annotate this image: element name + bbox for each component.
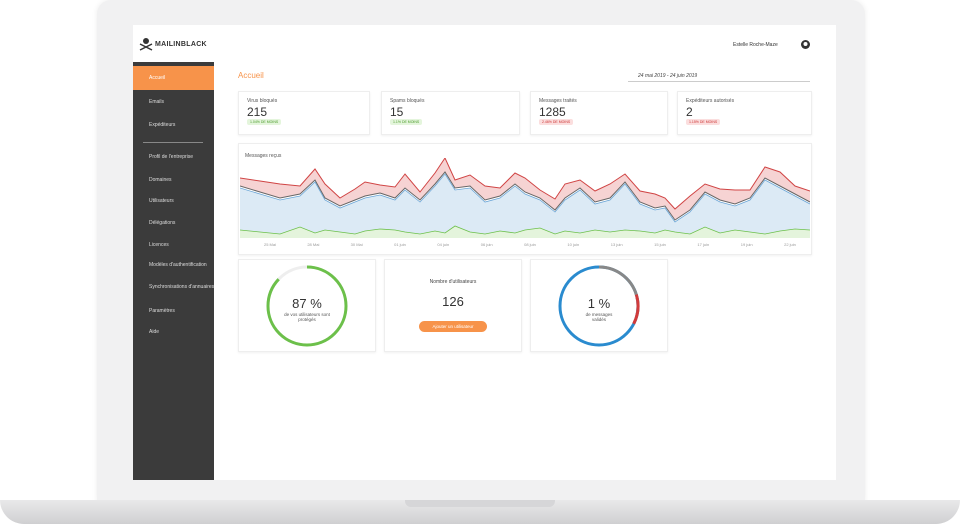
logo-icon	[139, 38, 153, 51]
x-axis-label: 10 juin	[567, 242, 580, 247]
x-axis-label: 28 Mai	[307, 242, 320, 247]
add-user-button[interactable]: Ajouter un utilisateur	[419, 321, 487, 332]
users-card: Nombre d'utilisateurs 126 Ajouter un uti…	[384, 259, 522, 352]
stat-card: Virus bloqués 215 1.04% DE MOINS	[238, 91, 370, 135]
sidebar-item[interactable]: Emails	[149, 99, 165, 105]
sidebar-divider	[143, 142, 203, 143]
x-axis-label: 19 juin	[740, 242, 753, 247]
sidebar-item[interactable]: Aide	[149, 329, 160, 335]
validated-gauge	[558, 265, 640, 347]
x-axis-label: 22 juin	[784, 242, 796, 247]
laptop-notch	[405, 500, 555, 507]
stat-card: Messages traités 1285 2.46% DE MOINS	[530, 91, 668, 135]
x-axis-label: 08 juin	[524, 242, 536, 247]
chart-card: Messages reçus	[238, 143, 812, 255]
chart-curve	[240, 226, 810, 238]
x-axis-label: 30 Mai	[350, 242, 363, 247]
stat-badge: 1.04% DE MOINS	[247, 119, 282, 125]
protected-caption: de vos utilisateurs sont protégés	[284, 312, 330, 322]
sidebar-item[interactable]: Modèles d'authentification	[149, 262, 207, 268]
sidebar-item[interactable]: Profil de l'entreprise	[149, 154, 194, 160]
chart-curve	[240, 225, 810, 235]
sidebar-item[interactable]: Licences	[149, 242, 169, 248]
sidebar-item[interactable]: Expéditeurs	[149, 122, 176, 128]
sidebar-item[interactable]: Domaines	[149, 177, 172, 183]
stat-value: 15	[390, 105, 404, 119]
page-title: Accueil	[238, 71, 264, 80]
x-axis-label: 04 juin	[437, 242, 450, 247]
stat-label: Spams bloqués	[390, 98, 425, 104]
stat-value: 1285	[539, 105, 566, 119]
brand: MAILINBLACK	[155, 41, 207, 48]
user-avatar[interactable]	[801, 40, 810, 49]
stat-value: 215	[247, 105, 268, 119]
sidebar-item[interactable]: Délégations	[149, 220, 176, 226]
protected-gauge	[266, 265, 348, 347]
users-title: Nombre d'utilisateurs	[429, 279, 477, 285]
stat-badge: 1.1% DE MOINS	[390, 119, 423, 125]
stat-badge: 1.15% DE MOINS	[686, 119, 721, 125]
chart-curve	[240, 174, 810, 238]
chart-curve	[240, 158, 810, 220]
sidebar: Accueil Emails Expéditeurs Profil de l'entr…	[133, 62, 214, 480]
validated-caption: de messages validés	[585, 312, 613, 322]
chart-curve	[240, 171, 810, 221]
protected-card: 87 % de vos utilisateurs sont protégés	[238, 259, 376, 352]
validated-value: 1 %	[587, 296, 611, 311]
stat-card: Expéditeurs autorisés 2 1.15% DE MOINS	[677, 91, 812, 135]
chart-curve	[240, 158, 810, 210]
screen: MAILINBLACK Estelle Roche-Maze Accueil Em…	[133, 25, 836, 480]
date-picker[interactable]: 24 mai 2019 - 24 juin 2019	[628, 70, 810, 82]
stat-badge: 2.46% DE MOINS	[539, 119, 574, 125]
x-axis-label: 06 juin	[480, 242, 493, 247]
stat-label: Virus bloqués	[247, 98, 278, 104]
stat-value: 2	[686, 105, 693, 119]
x-axis-label: 15 juin	[654, 242, 666, 247]
sidebar-item[interactable]: Utilisateurs	[149, 198, 174, 204]
stat-label: Expéditeurs autorisés	[686, 98, 735, 104]
protected-value: 87 %	[292, 296, 322, 311]
chart-title: Messages reçus	[245, 153, 282, 159]
stat-card: Spams bloqués 15 1.1% DE MOINS	[381, 91, 520, 135]
stat-label: Messages traités	[539, 98, 577, 104]
x-axis-label: 25 Mai	[263, 242, 277, 247]
validated-card: 1 % de messages validés	[530, 259, 668, 352]
user-name[interactable]: Estelle Roche-Maze	[733, 42, 778, 48]
x-axis-label: 17 juin	[697, 242, 710, 247]
chart-curve	[240, 173, 810, 223]
users-value: 126	[442, 294, 464, 309]
x-axis-label: 13 juin	[610, 242, 623, 247]
sidebar-item[interactable]: Accueil	[133, 66, 214, 90]
sidebar-item[interactable]: Synchronisations d'annuaires	[149, 284, 215, 290]
x-axis-label: 01 juin	[394, 242, 406, 247]
chart-graphic	[240, 158, 810, 238]
sidebar-item[interactable]: Paramètres	[149, 308, 175, 314]
